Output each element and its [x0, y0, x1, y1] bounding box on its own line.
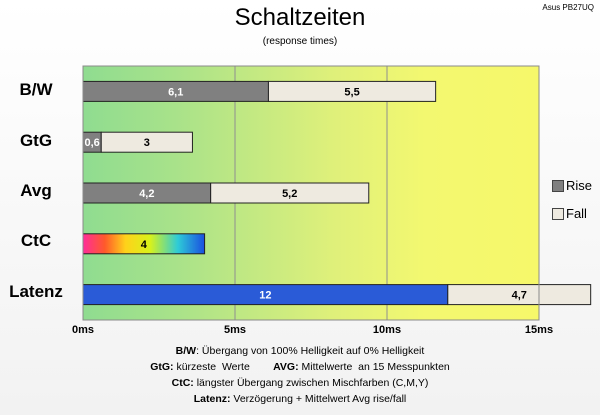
x-tick-label: 5ms: [223, 324, 247, 336]
category-label: GtG: [19, 131, 53, 150]
data-label: 0,6: [84, 137, 99, 149]
monitor-name: Asus PB27UQ: [542, 3, 594, 12]
category-label: B/W: [19, 80, 53, 99]
legend-label: Rise: [566, 178, 593, 193]
x-tick-label: 10ms: [372, 324, 402, 336]
data-label: 6,1: [168, 86, 183, 98]
footnotes: B/W: Übergang von 100% Helligkeit auf 0%…: [0, 343, 600, 407]
data-label: 4,2: [139, 188, 154, 200]
chart-subtitle: (response times): [262, 36, 338, 47]
chart-title: Schaltzeiten: [234, 4, 366, 31]
plot-border: [82, 65, 540, 321]
category-label: CtC: [20, 231, 52, 250]
category-label: Avg: [20, 181, 52, 200]
legend-label: Fall: [566, 206, 587, 221]
footnote-line: Latenz: Verzögerung + Mittelwert Avg ris…: [193, 393, 407, 405]
legend-swatch-rise: [552, 180, 564, 192]
data-label: 4: [141, 239, 148, 251]
footnote-line: GtG: kürzeste Werte AVG: Mittelwerte an …: [150, 361, 450, 373]
bar-segment-fall: [267, 80, 437, 102]
x-tick-label: 0ms: [71, 324, 95, 336]
category-label: Latenz: [9, 282, 63, 301]
data-label: 12: [259, 290, 271, 302]
footnote-line: B/W: Übergang von 100% Helligkeit auf 0%…: [175, 345, 425, 357]
data-label: 3: [144, 137, 150, 149]
data-label: 5,5: [344, 86, 359, 98]
data-label: 5,2: [282, 188, 297, 200]
bar-segment-fall: [447, 284, 592, 306]
x-tick-label: 15ms: [524, 324, 554, 336]
legend-swatch-fall: [552, 208, 564, 220]
data-label: 4,7: [512, 290, 527, 302]
bar-segment-fall: [100, 131, 193, 153]
footnote-line: CtC: längster Übergang zwischen Mischfar…: [171, 377, 429, 389]
bar-segment-fall: [210, 182, 370, 204]
